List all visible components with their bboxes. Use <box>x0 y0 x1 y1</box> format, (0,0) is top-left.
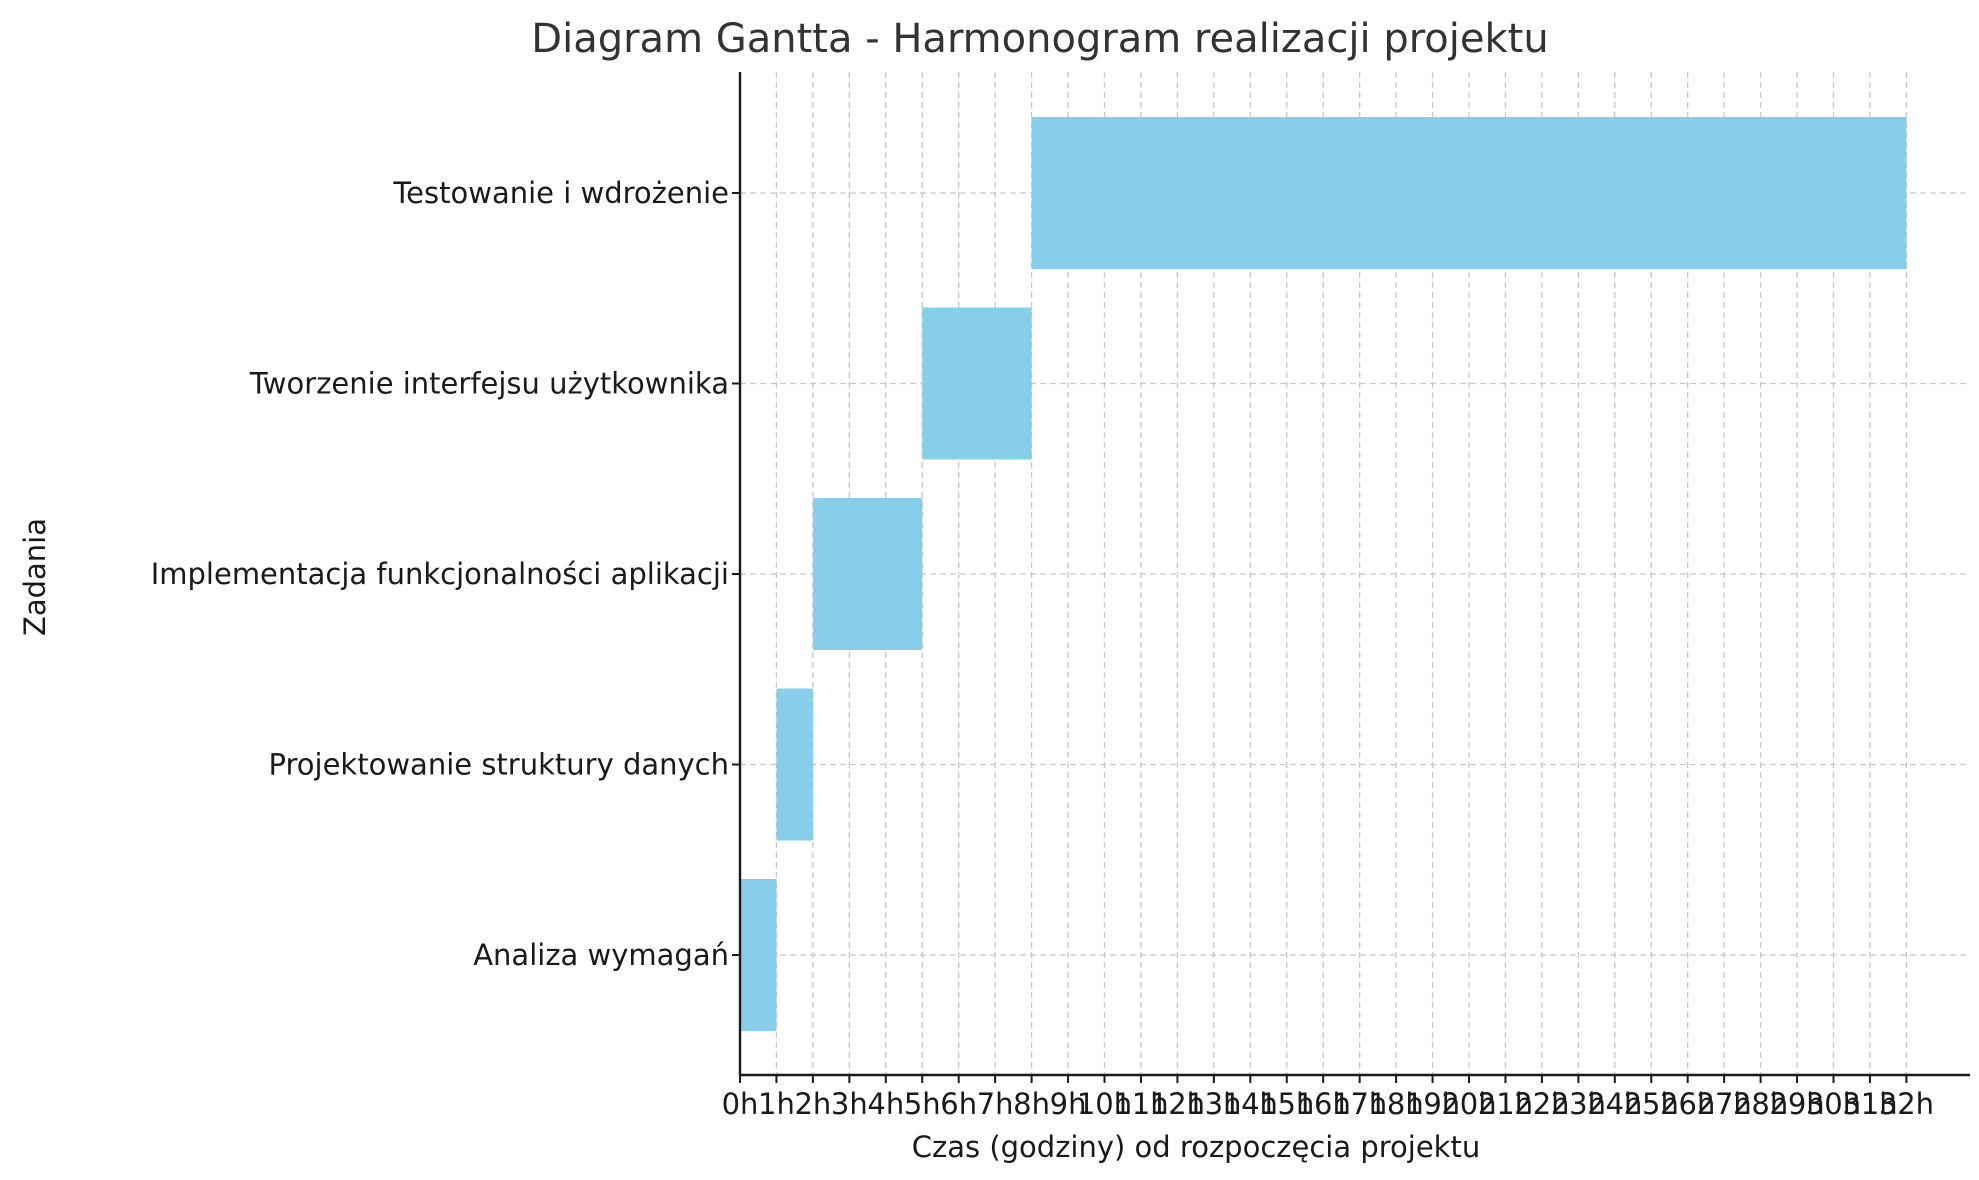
task-bar <box>1031 117 1907 269</box>
y-axis-label: Zadania <box>18 518 52 636</box>
x-tick-label: 2h <box>794 1087 831 1121</box>
task-bar <box>776 688 813 841</box>
task-bar <box>740 879 777 1031</box>
x-tick-label: 9h <box>1050 1087 1087 1121</box>
x-tick-label: 0h <box>722 1087 759 1121</box>
x-tick-label: 31h <box>1842 1087 1897 1121</box>
x-tick-label: 32h <box>1879 1087 1934 1121</box>
x-tick-label: 14h <box>1223 1087 1278 1121</box>
tick-layer: 0h 1h 2h 3h 4h 5h 6h 7h 8h 9h10h11h12h13h14h15h16… <box>151 176 1934 1121</box>
x-tick-label: 18h <box>1368 1087 1423 1121</box>
x-tick-label: 15h <box>1259 1087 1314 1121</box>
x-tick-label: 7h <box>977 1087 1014 1121</box>
x-tick-label: 17h <box>1332 1087 1387 1121</box>
x-tick-label: 8h <box>1013 1087 1050 1121</box>
task-label: Tworzenie interfejsu użytkownika <box>249 367 729 401</box>
task-label: Testowanie i wdrożenie <box>392 176 729 210</box>
x-tick-label: 19h <box>1405 1087 1460 1121</box>
x-tick-label: 30h <box>1806 1087 1861 1121</box>
x-tick-label: 21h <box>1478 1087 1533 1121</box>
x-tick-label: 12h <box>1150 1087 1205 1121</box>
x-tick-label: 11h <box>1113 1087 1168 1121</box>
x-tick-label: 10h <box>1077 1087 1132 1121</box>
task-bar <box>812 498 923 650</box>
task-label: Projektowanie struktury danych <box>269 748 729 782</box>
task-label: Analiza wymagań <box>473 938 729 972</box>
x-tick-label: 26h <box>1660 1087 1715 1121</box>
x-tick-label: 22h <box>1514 1087 1569 1121</box>
x-tick-label: 27h <box>1697 1087 1752 1121</box>
x-tick-label: 24h <box>1587 1087 1642 1121</box>
x-tick-label: 6h <box>940 1087 977 1121</box>
x-tick-label: 25h <box>1624 1087 1679 1121</box>
grid-layer <box>739 72 1970 1075</box>
x-tick-label: 28h <box>1733 1087 1788 1121</box>
task-label: Implementacja funkcjonalności aplikacji <box>151 557 729 591</box>
x-tick-label: 13h <box>1186 1087 1241 1121</box>
x-tick-label: 4h <box>867 1087 904 1121</box>
x-tick-label: 5h <box>904 1087 941 1121</box>
x-tick-label: 29h <box>1769 1087 1824 1121</box>
x-tick-label: 1h <box>758 1087 795 1121</box>
x-tick-label: 20h <box>1441 1087 1496 1121</box>
bar-layer <box>740 117 1907 1031</box>
x-axis-label: Czas (godziny) od rozpoczęcia projektu <box>912 1130 1480 1164</box>
task-bar <box>922 307 1032 460</box>
x-tick-label: 3h <box>831 1087 868 1121</box>
x-tick-label: 23h <box>1551 1087 1606 1121</box>
chart-title: Diagram Gantta - Harmonogram realizacji … <box>531 16 1548 62</box>
x-tick-label: 16h <box>1296 1087 1351 1121</box>
